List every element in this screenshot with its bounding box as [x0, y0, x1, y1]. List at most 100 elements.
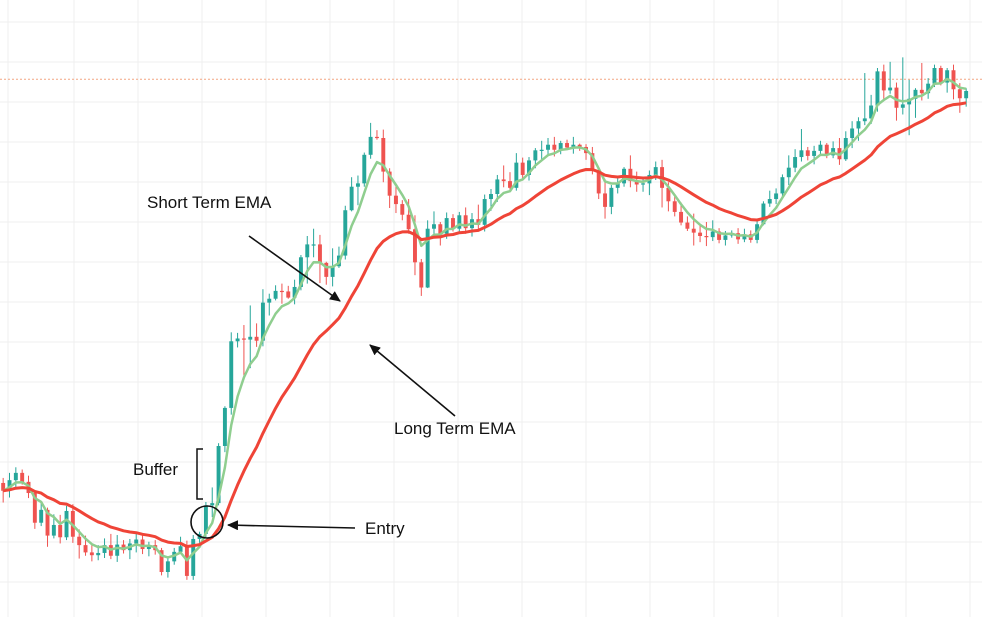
candlestick: [672, 196, 677, 217]
candlestick: [235, 332, 240, 348]
candle-body-down: [394, 195, 398, 205]
candlestick: [539, 140, 544, 161]
candle-body-down: [577, 144, 582, 147]
candle-body-up: [527, 160, 531, 175]
candle-body-up: [305, 244, 310, 258]
candlestick: [508, 172, 512, 191]
buffer-label: Buffer: [133, 460, 178, 479]
candlestick: [273, 285, 278, 301]
candle-body-up: [13, 472, 18, 481]
candlestick: [425, 220, 430, 289]
candlestick: [381, 129, 386, 183]
candle-body-up: [165, 561, 170, 572]
candlestick: [558, 140, 563, 155]
candle-body-up: [900, 104, 905, 108]
long-term-ema-label: Long Term EMA: [394, 419, 516, 438]
candle-body-up: [229, 341, 234, 408]
candle-body-down: [951, 70, 956, 90]
candle-body-up: [558, 143, 563, 150]
candlestick: [609, 185, 614, 215]
candlestick: [774, 188, 779, 205]
candlestick: [89, 544, 94, 562]
candlestick: [476, 204, 481, 230]
candle-body-up: [178, 546, 183, 552]
candle-body-down: [704, 236, 709, 238]
candle-body-up: [888, 87, 893, 91]
candlestick: [191, 535, 196, 580]
candle-body-down: [451, 218, 455, 229]
candlestick: [229, 332, 234, 415]
candle-body-up: [235, 338, 240, 342]
candle-body-up: [945, 70, 950, 83]
candlestick: [432, 211, 436, 236]
candlestick: [419, 258, 424, 296]
candlestick: [527, 157, 531, 181]
candle-body-up: [222, 407, 227, 446]
candlestick: [311, 228, 316, 258]
candle-body-down: [805, 150, 810, 156]
candle-body-up: [292, 286, 297, 298]
candle-body-up: [964, 90, 969, 99]
candlestick: [793, 149, 798, 173]
candle-body-down: [438, 224, 443, 234]
candlestick: [647, 170, 652, 196]
candlestick: [913, 88, 918, 118]
candle-body-up: [767, 199, 772, 204]
candle-body-down: [691, 228, 696, 233]
candle-body-up: [742, 234, 747, 240]
candle-body-up: [786, 167, 791, 178]
candlestick: [520, 157, 525, 181]
candle-body-down: [552, 144, 557, 150]
candle-body-up: [425, 228, 430, 288]
candle-body-up: [64, 510, 69, 538]
candle-body-down: [565, 143, 569, 148]
candle-body-up: [349, 186, 354, 211]
candlestick: [305, 236, 310, 284]
candle-body-up: [862, 118, 867, 122]
candlestick: [146, 541, 151, 557]
candle-body-down: [286, 291, 291, 298]
candle-body-up: [495, 179, 500, 194]
candlestick: [362, 152, 367, 187]
candle-body-down: [881, 71, 886, 91]
short-term-ema-label: Short Term EMA: [147, 193, 272, 212]
candle-body-up: [482, 199, 487, 225]
candlestick: [343, 205, 348, 260]
candle-body-up: [514, 162, 519, 188]
candle-body-up: [260, 302, 265, 341]
candlestick: [267, 293, 272, 316]
candlestick: [900, 57, 905, 115]
candlestick: [355, 175, 360, 206]
entry-label: Entry: [365, 519, 405, 538]
candlestick: [717, 228, 722, 244]
candle-body-down: [45, 509, 50, 536]
candle-body-up: [774, 193, 779, 200]
candle-body-up: [362, 154, 367, 184]
entry-arrow: [227, 520, 356, 531]
candlestick: [324, 261, 329, 285]
candlestick: [482, 194, 487, 232]
candle-body-down: [419, 262, 424, 288]
candle-body-up: [653, 167, 658, 175]
candle-body-up: [432, 224, 436, 229]
candlestick: [58, 514, 63, 544]
short-ema-arrow: [248, 235, 341, 302]
candlestick: [615, 177, 620, 194]
candle-body-up: [780, 177, 785, 194]
candlestick: [888, 61, 893, 94]
candlestick: [368, 122, 373, 159]
candlestick: [394, 186, 398, 214]
candle-body-up: [102, 545, 107, 553]
candlestick: [805, 146, 810, 161]
candle-body-up: [444, 218, 449, 234]
candlestick: [77, 529, 82, 559]
candle-body-down: [1, 482, 6, 491]
candlestick: [862, 73, 867, 126]
candlestick: [102, 538, 107, 558]
candle-body-up: [799, 150, 804, 158]
candlestick: [704, 222, 709, 247]
candle-body-down: [596, 169, 601, 194]
candlestick: [628, 155, 633, 188]
candle-body-up: [203, 505, 208, 534]
